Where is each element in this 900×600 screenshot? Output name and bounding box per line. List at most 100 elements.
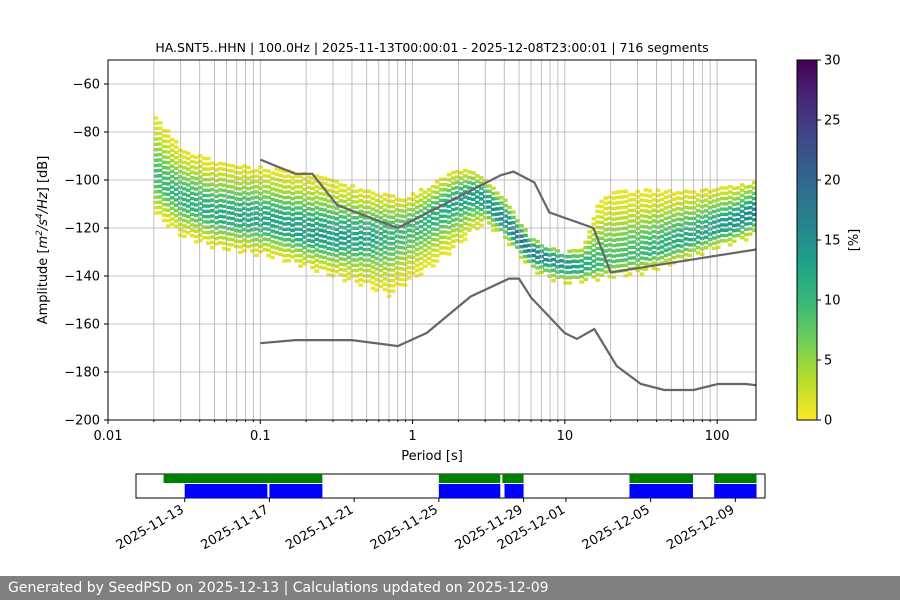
psd-cell <box>362 269 368 273</box>
psd-cell <box>747 227 753 231</box>
psd-cell <box>358 214 364 219</box>
psd-cell <box>663 232 669 237</box>
psd-cell <box>242 248 247 253</box>
psd-cell <box>358 278 364 282</box>
psd-cell <box>218 204 223 208</box>
psd-cell <box>442 203 448 208</box>
psd-cell <box>687 222 693 226</box>
psd-cell <box>226 174 231 178</box>
psd-cell <box>278 242 283 246</box>
psd-cell <box>458 213 464 217</box>
psd-cell <box>266 222 271 226</box>
psd-cell <box>173 208 179 213</box>
psd-cell <box>218 235 223 240</box>
psd-cell <box>286 232 291 236</box>
psd-cell <box>378 284 384 289</box>
psd-cell <box>278 184 283 188</box>
psd-cell <box>691 216 697 221</box>
psd-cell <box>338 183 344 187</box>
psd-cell <box>242 185 247 189</box>
psd-cell <box>226 221 231 226</box>
psd-cell <box>153 200 159 205</box>
psd-cell <box>358 246 364 250</box>
psd-cell <box>571 254 576 258</box>
psd-cell <box>358 225 364 229</box>
psd-cell <box>314 190 320 194</box>
psd-cell <box>615 243 621 247</box>
psd-cell <box>338 188 344 192</box>
psd-cell <box>169 153 175 158</box>
psd-cell <box>691 237 697 242</box>
psd-cell <box>250 191 255 195</box>
psd-cell <box>679 212 685 217</box>
psd-cell <box>751 191 756 196</box>
x-tick-label: 0.1 <box>250 429 271 444</box>
psd-cell <box>262 195 267 199</box>
psd-cell <box>495 196 500 201</box>
psd-cell <box>266 190 271 194</box>
psd-cell <box>551 263 556 267</box>
psd-cell <box>655 257 661 261</box>
psd-cell <box>314 232 320 236</box>
psd-cell <box>374 256 380 261</box>
psd-cell <box>390 199 396 204</box>
psd-cell <box>350 189 356 193</box>
psd-cell <box>450 239 456 243</box>
psd-cell <box>595 273 601 277</box>
psd-cell <box>286 185 291 189</box>
psd-cell <box>659 218 665 223</box>
psd-cell <box>294 200 299 205</box>
psd-cell <box>202 214 207 219</box>
psd-cell <box>587 240 593 245</box>
psd-cell <box>671 224 677 228</box>
psd-cell <box>751 218 756 222</box>
psd-cell <box>695 235 701 239</box>
psd-cell <box>458 218 464 223</box>
psd-cell <box>153 163 159 168</box>
psd-cell <box>491 228 496 233</box>
psd-cell <box>426 261 432 266</box>
psd-cell <box>290 197 295 201</box>
psd-cell <box>470 213 476 217</box>
psd-cell <box>310 255 316 259</box>
psd-cell <box>719 228 725 232</box>
psd-cell <box>667 220 673 225</box>
psd-cell <box>687 190 693 194</box>
psd-cell <box>438 240 444 245</box>
psd-cell <box>262 232 267 236</box>
psd-cell <box>177 217 183 221</box>
psd-cell <box>254 206 259 210</box>
psd-cell <box>519 234 524 238</box>
psd-cell <box>157 147 163 152</box>
psd-cell <box>410 239 416 244</box>
psd-cell <box>619 232 625 236</box>
psd-cell <box>647 210 653 214</box>
psd-cell <box>206 241 211 245</box>
psd-cell <box>631 224 637 228</box>
psd-cell <box>193 166 199 170</box>
psd-cell <box>254 232 259 236</box>
psd-cell <box>374 203 380 208</box>
y-axis-label: Amplitude [m2/s4/Hz] [dB] <box>35 156 51 325</box>
psd-cell <box>185 225 191 229</box>
psd-cell <box>282 211 287 216</box>
psd-cell <box>322 197 328 202</box>
psd-cell <box>378 242 384 246</box>
psd-cell <box>298 174 303 179</box>
psd-cell <box>334 217 340 221</box>
psd-cell <box>206 167 211 171</box>
psd-cell <box>266 216 271 221</box>
psd-cell <box>226 179 231 183</box>
psd-cell <box>430 190 436 194</box>
psd-cell <box>278 200 283 204</box>
psd-cell <box>667 241 673 246</box>
psd-cell <box>567 281 572 285</box>
psd-cell <box>177 233 183 237</box>
psd-cell <box>647 236 653 241</box>
psd-cell <box>173 198 179 202</box>
psd-cell <box>165 129 171 133</box>
psd-cell <box>422 232 428 237</box>
psd-cell <box>378 200 384 204</box>
psd-cell <box>599 231 605 235</box>
psd-cell <box>402 230 408 235</box>
